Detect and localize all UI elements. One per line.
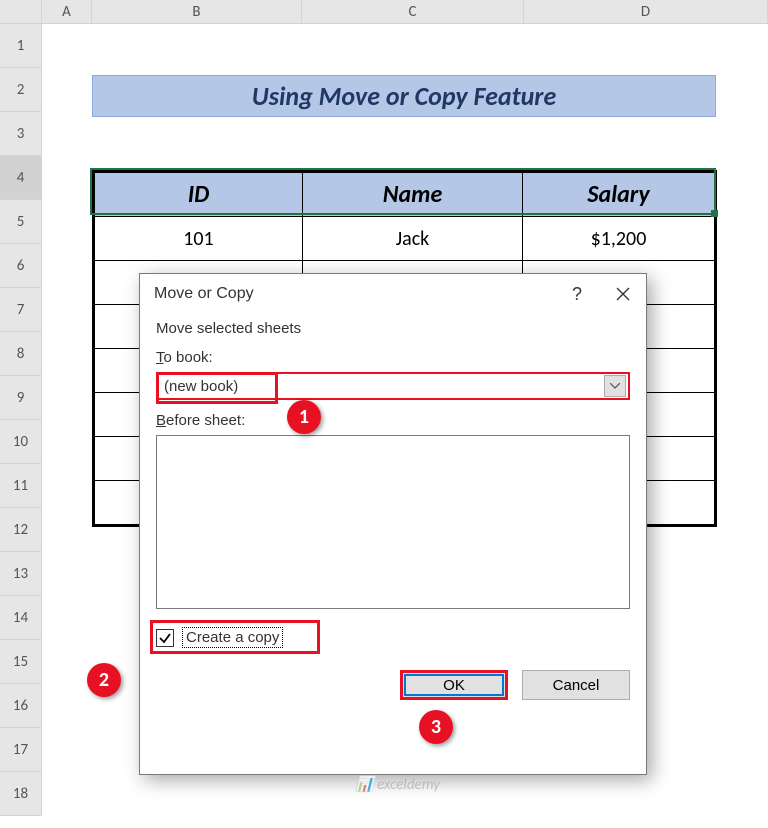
check-icon [158,631,172,645]
row-header-3[interactable]: 3 [0,112,42,156]
column-headers: A B C D [0,0,768,24]
dropdown-arrow-button[interactable] [604,375,626,397]
row-header-14[interactable]: 14 [0,596,42,640]
callout-1: 1 [287,400,321,434]
close-icon [615,286,631,302]
before-sheet-label: Before sheet: [156,412,630,429]
dialog-titlebar[interactable]: Move or Copy ? [140,274,646,314]
row-header-5[interactable]: 5 [0,200,42,244]
chevron-down-icon [610,383,620,389]
row-header-15[interactable]: 15 [0,640,42,684]
to-book-dropdown[interactable]: (new book) [156,372,630,400]
row-header-6[interactable]: 6 [0,244,42,288]
th-salary[interactable]: Salary [523,173,715,217]
dialog-title: Move or Copy [154,285,554,303]
select-all-corner[interactable] [0,0,42,24]
create-copy-label: Create a copy [182,627,283,648]
th-name[interactable]: Name [303,173,523,217]
row-header-8[interactable]: 8 [0,332,42,376]
help-button[interactable]: ? [554,274,600,314]
col-header-b[interactable]: B [92,0,302,24]
row-header-17[interactable]: 17 [0,728,42,772]
row-header-2[interactable]: 2 [0,68,42,112]
row-header-9[interactable]: 9 [0,376,42,420]
row-header-10[interactable]: 10 [0,420,42,464]
cancel-button[interactable]: Cancel [522,670,630,700]
before-sheet-listbox[interactable] [156,435,630,609]
close-button[interactable] [600,274,646,314]
row-header-13[interactable]: 13 [0,552,42,596]
move-or-copy-dialog: Move or Copy ? Move selected sheets To b… [139,273,647,775]
row-header-18[interactable]: 18 [0,772,42,816]
col-header-c[interactable]: C [302,0,524,24]
table-cell[interactable]: Jack [303,217,523,261]
dialog-subtitle: Move selected sheets [156,320,630,337]
watermark: 📊 exceldemy [355,775,440,794]
to-book-value: (new book) [158,378,604,395]
table-cell[interactable]: $1,200 [523,217,715,261]
th-id[interactable]: ID [95,173,303,217]
col-header-a[interactable]: A [42,0,92,24]
title-banner: Using Move or Copy Feature [92,75,716,117]
row-header-12[interactable]: 12 [0,508,42,552]
row-header-7[interactable]: 7 [0,288,42,332]
row-header-1[interactable]: 1 [0,24,42,68]
table-cell[interactable]: 101 [95,217,303,261]
callout-3: 3 [419,710,453,744]
create-copy-checkbox[interactable] [156,629,174,647]
callout-2: 2 [87,663,121,697]
row-header-16[interactable]: 16 [0,684,42,728]
row-header-11[interactable]: 11 [0,464,42,508]
ok-button[interactable]: OK [400,670,508,700]
to-book-label: To book: [156,349,630,366]
col-header-d[interactable]: D [524,0,768,24]
row-header-4[interactable]: 4 [0,156,42,200]
